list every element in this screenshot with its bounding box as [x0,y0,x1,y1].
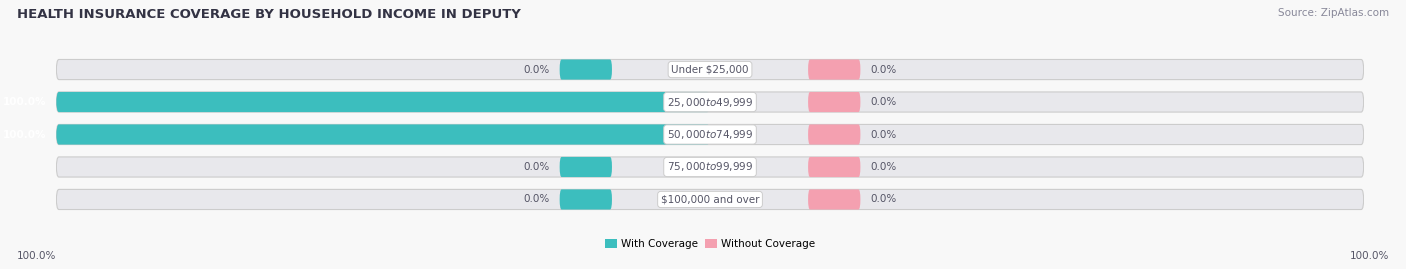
FancyBboxPatch shape [560,59,612,80]
Text: 0.0%: 0.0% [870,129,897,140]
Text: $50,000 to $74,999: $50,000 to $74,999 [666,128,754,141]
FancyBboxPatch shape [56,59,1364,80]
FancyBboxPatch shape [808,92,860,112]
FancyBboxPatch shape [808,189,860,210]
FancyBboxPatch shape [808,59,860,80]
Text: HEALTH INSURANCE COVERAGE BY HOUSEHOLD INCOME IN DEPUTY: HEALTH INSURANCE COVERAGE BY HOUSEHOLD I… [17,8,520,21]
FancyBboxPatch shape [808,157,860,177]
Text: $100,000 and over: $100,000 and over [661,194,759,204]
Legend: With Coverage, Without Coverage: With Coverage, Without Coverage [600,235,820,253]
Text: 100.0%: 100.0% [3,97,46,107]
FancyBboxPatch shape [56,125,1364,144]
Text: 0.0%: 0.0% [523,65,550,75]
Text: 0.0%: 0.0% [870,162,897,172]
Text: 100.0%: 100.0% [3,129,46,140]
FancyBboxPatch shape [560,189,612,210]
Text: 0.0%: 0.0% [870,65,897,75]
FancyBboxPatch shape [560,157,612,177]
FancyBboxPatch shape [56,189,1364,210]
Text: 0.0%: 0.0% [523,162,550,172]
Text: Source: ZipAtlas.com: Source: ZipAtlas.com [1278,8,1389,18]
FancyBboxPatch shape [56,157,1364,177]
Text: $75,000 to $99,999: $75,000 to $99,999 [666,161,754,174]
Text: 0.0%: 0.0% [870,194,897,204]
Text: 100.0%: 100.0% [17,251,56,261]
Text: Under $25,000: Under $25,000 [671,65,749,75]
Text: $25,000 to $49,999: $25,000 to $49,999 [666,95,754,108]
FancyBboxPatch shape [56,125,710,144]
Text: 100.0%: 100.0% [1350,251,1389,261]
FancyBboxPatch shape [56,92,710,112]
FancyBboxPatch shape [56,92,1364,112]
Text: 0.0%: 0.0% [870,97,897,107]
Text: 0.0%: 0.0% [523,194,550,204]
FancyBboxPatch shape [808,125,860,144]
